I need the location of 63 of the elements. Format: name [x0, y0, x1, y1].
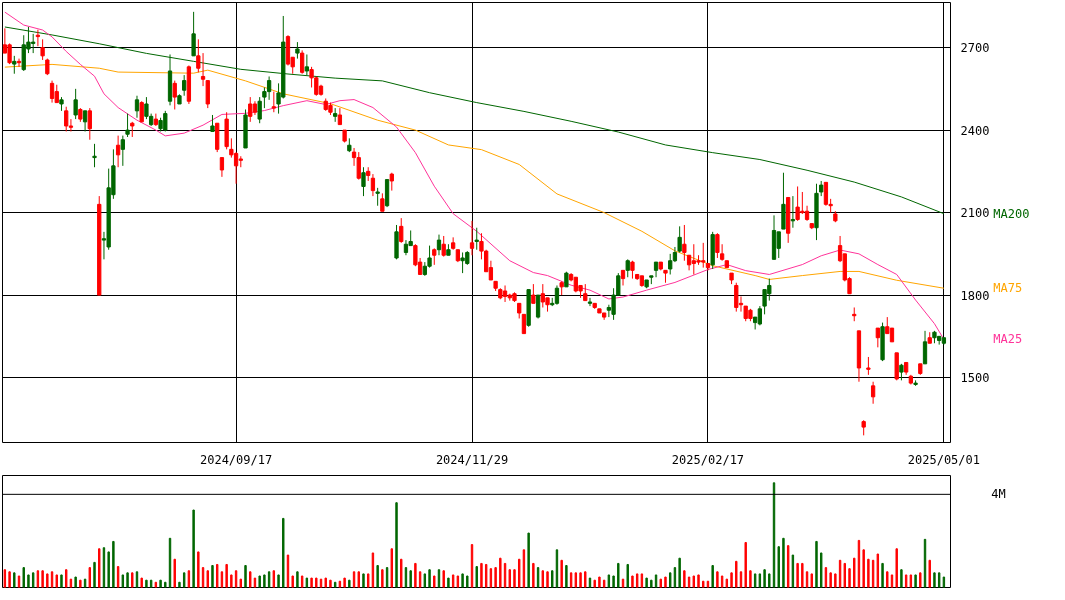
candlestick — [436, 234, 442, 256]
candlestick — [361, 166, 366, 197]
candlestick — [922, 330, 928, 365]
candlestick — [441, 235, 446, 258]
candlestick — [73, 88, 78, 120]
candlestick — [356, 151, 361, 181]
candlestick — [64, 106, 69, 132]
candlestick — [399, 217, 404, 244]
x-tick-label: 2025/05/01 — [907, 452, 981, 467]
candlestick — [134, 95, 140, 119]
candlestick — [125, 113, 130, 138]
candlestick — [870, 381, 876, 405]
candlestick — [257, 96, 262, 124]
candlestick — [682, 224, 687, 262]
y-tick-label: 2100 — [960, 206, 990, 221]
text: MA200 — [993, 206, 1030, 221]
candlestick — [92, 143, 97, 168]
candlestick — [790, 195, 796, 229]
candlestick — [191, 11, 196, 57]
candlestick — [49, 80, 55, 104]
candlestick — [823, 181, 829, 207]
ref-line-label: 4M — [991, 487, 1006, 502]
candlestick — [172, 80, 177, 110]
candlestick — [450, 236, 456, 251]
candlestick — [182, 74, 187, 97]
candlestick — [219, 157, 225, 178]
candlestick — [776, 231, 781, 259]
candlestick — [734, 282, 739, 313]
candlestick — [531, 283, 536, 304]
candlestick — [40, 38, 45, 61]
y-tick-label: 2400 — [960, 123, 990, 138]
candlestick — [299, 49, 305, 75]
candlestick — [87, 107, 92, 141]
candlestick — [82, 110, 88, 132]
y-tick-label: 1800 — [960, 288, 990, 303]
candlestick — [474, 227, 479, 251]
line-series — [4, 63, 945, 289]
candlestick — [7, 42, 12, 65]
candlestick — [587, 297, 593, 307]
candlestick — [521, 313, 527, 335]
candlestick — [469, 220, 475, 256]
x-tick-label: 2025/02/17 — [671, 452, 745, 467]
candlestick — [233, 151, 239, 185]
line-series — [4, 11, 945, 340]
candlestick — [115, 135, 121, 168]
candlestick — [370, 173, 376, 197]
text: MA25 — [993, 332, 1023, 347]
x-tick-label: 2024/11/29 — [435, 452, 509, 467]
text: MA75 — [993, 281, 1023, 296]
candlestick — [715, 232, 720, 259]
candlestick — [502, 284, 508, 303]
candlestick — [271, 91, 276, 113]
candlestick — [139, 100, 144, 123]
candlestick — [120, 135, 125, 167]
candlestick — [266, 75, 272, 101]
candlestick — [248, 96, 253, 123]
candlestick — [554, 284, 560, 306]
candlestick — [304, 53, 310, 76]
y-tick-label: 1500 — [960, 371, 990, 386]
y-tick-label: 2700 — [960, 41, 990, 56]
line-series — [4, 26, 945, 215]
candlestick — [875, 327, 880, 348]
x-tick-label: 2024/09/17 — [199, 452, 273, 467]
